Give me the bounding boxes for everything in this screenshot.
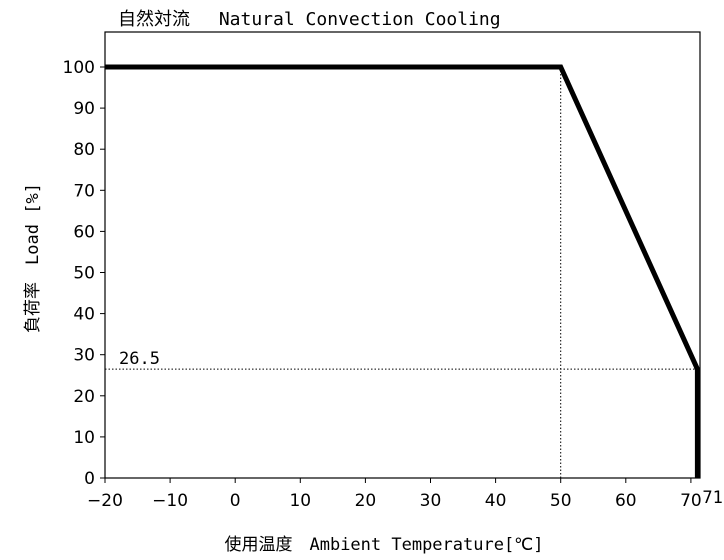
y-tick-label: 30 xyxy=(73,346,95,366)
y-tick-label: 70 xyxy=(73,181,95,201)
y-tick-label: 90 xyxy=(73,99,95,119)
reference-lines xyxy=(105,67,698,478)
x-tick-label: 10 xyxy=(289,491,311,511)
y-tick-label: 100 xyxy=(63,58,95,78)
x-tick-label: −10 xyxy=(152,491,188,511)
y-tick-label: 50 xyxy=(73,264,95,284)
x-tick-label: 70 xyxy=(680,491,702,511)
x-tick-label: 30 xyxy=(420,491,442,511)
y-tick-label: 20 xyxy=(73,387,95,407)
y-tick-label: 80 xyxy=(73,140,95,160)
y-axis-label: 負荷率 Load [%] xyxy=(23,183,43,333)
annotation-71: 71 xyxy=(702,488,722,508)
plot-frame xyxy=(104,31,701,479)
x-axis: −20 −10 0 10 20 30 40 50 60 70 xyxy=(87,478,702,511)
derating-curve-line xyxy=(105,64,700,478)
y-tick-label: 0 xyxy=(84,469,95,489)
x-axis-label: 使用温度 Ambient Temperature[℃] xyxy=(224,534,543,555)
y-tick-label: 40 xyxy=(73,305,95,325)
y-tick-label: 60 xyxy=(73,222,95,242)
chart-title: 自然対流 Natural Convection Cooling xyxy=(118,9,501,30)
x-tick-label: 40 xyxy=(485,491,507,511)
annotations: 26.5 71 xyxy=(119,349,723,508)
x-tick-label: 50 xyxy=(550,491,572,511)
plot-area-border xyxy=(104,31,701,479)
x-tick-label: 0 xyxy=(230,491,241,511)
x-tick-label: −20 xyxy=(87,491,123,511)
x-tick-label: 20 xyxy=(355,491,377,511)
x-tick-label: 60 xyxy=(615,491,637,511)
annotation-26-5: 26.5 xyxy=(119,349,160,369)
series-group xyxy=(105,64,700,478)
y-axis: 0 10 20 30 40 50 60 70 80 90 100 xyxy=(63,58,105,489)
y-tick-label: 10 xyxy=(73,428,95,448)
